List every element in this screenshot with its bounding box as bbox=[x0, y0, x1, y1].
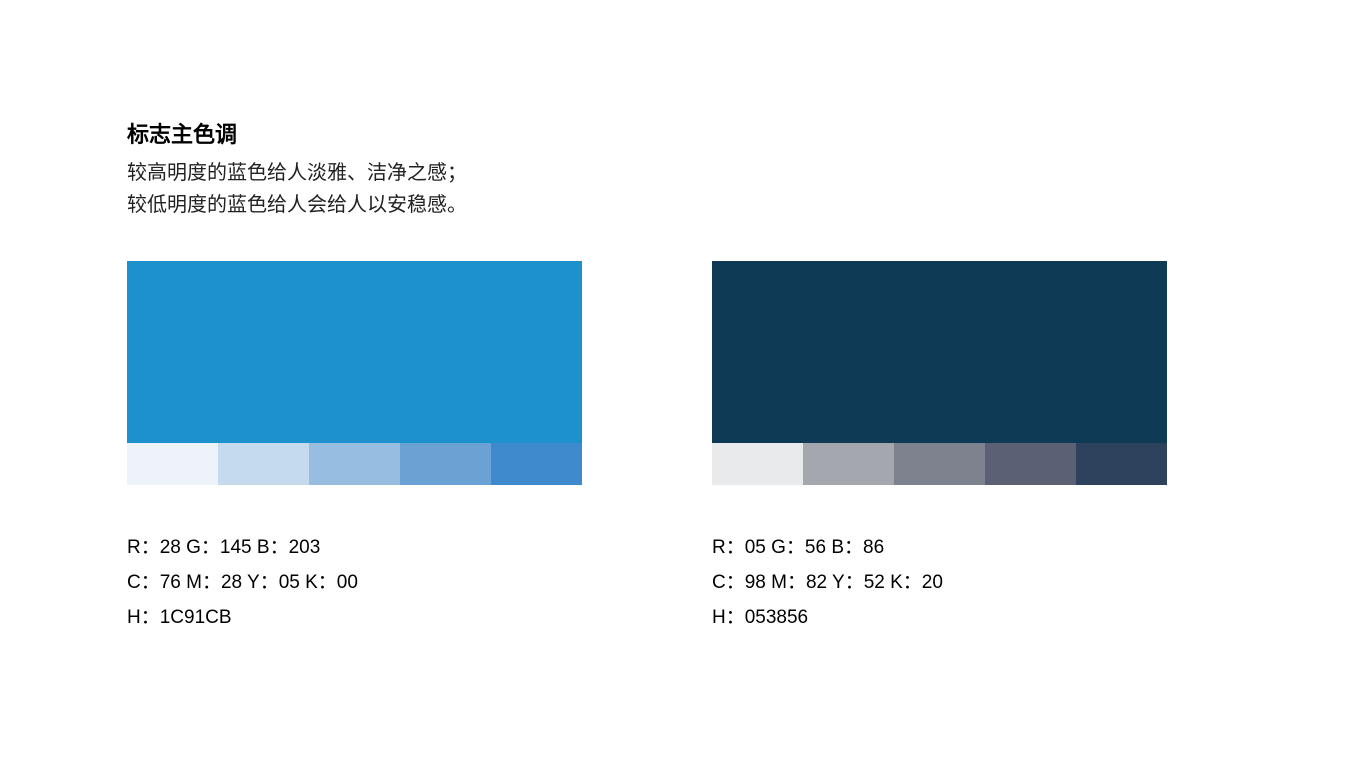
palette-container: 标志主色调 较高明度的蓝色给人淡雅、洁净之感； 较低明度的蓝色给人会给人以安稳感… bbox=[127, 117, 1257, 635]
description-line-2: 较低明度的蓝色给人会给人以安稳感。 bbox=[127, 194, 467, 216]
description: 较高明度的蓝色给人淡雅、洁净之感； 较低明度的蓝色给人会给人以安稳感。 bbox=[127, 157, 1257, 221]
main-swatch-right bbox=[712, 261, 1167, 443]
color-values-left: R：28 G：145 B：203 C：76 M：28 Y：05 K：00 H：1… bbox=[127, 530, 582, 635]
shade-row-left bbox=[127, 443, 582, 485]
shade-left-4 bbox=[491, 443, 582, 485]
swatches-row: R：28 G：145 B：203 C：76 M：28 Y：05 K：00 H：1… bbox=[127, 261, 1257, 635]
shade-left-3 bbox=[400, 443, 491, 485]
rgb-value-left: R：28 G：145 B：203 bbox=[127, 530, 582, 565]
shade-right-2 bbox=[894, 443, 985, 485]
hex-value-right: H：053856 bbox=[712, 600, 1167, 635]
cmyk-value-left: C：76 M：28 Y：05 K：00 bbox=[127, 565, 582, 600]
shade-left-1 bbox=[218, 443, 309, 485]
color-values-right: R：05 G：56 B：86 C：98 M：82 Y：52 K：20 H：053… bbox=[712, 530, 1167, 635]
shade-left-0 bbox=[127, 443, 218, 485]
hex-value-left: H：1C91CB bbox=[127, 600, 582, 635]
swatch-block-dark-blue: R：05 G：56 B：86 C：98 M：82 Y：52 K：20 H：053… bbox=[712, 261, 1167, 635]
description-line-1: 较高明度的蓝色给人淡雅、洁净之感； bbox=[127, 162, 467, 184]
header: 标志主色调 较高明度的蓝色给人淡雅、洁净之感； 较低明度的蓝色给人会给人以安稳感… bbox=[127, 117, 1257, 221]
title: 标志主色调 bbox=[127, 117, 1257, 149]
cmyk-value-right: C：98 M：82 Y：52 K：20 bbox=[712, 565, 1167, 600]
shade-right-4 bbox=[1076, 443, 1167, 485]
shade-row-right bbox=[712, 443, 1167, 485]
shade-right-3 bbox=[985, 443, 1076, 485]
shade-left-2 bbox=[309, 443, 400, 485]
shade-right-1 bbox=[803, 443, 894, 485]
main-swatch-left bbox=[127, 261, 582, 443]
swatch-block-light-blue: R：28 G：145 B：203 C：76 M：28 Y：05 K：00 H：1… bbox=[127, 261, 582, 635]
rgb-value-right: R：05 G：56 B：86 bbox=[712, 530, 1167, 565]
shade-right-0 bbox=[712, 443, 803, 485]
